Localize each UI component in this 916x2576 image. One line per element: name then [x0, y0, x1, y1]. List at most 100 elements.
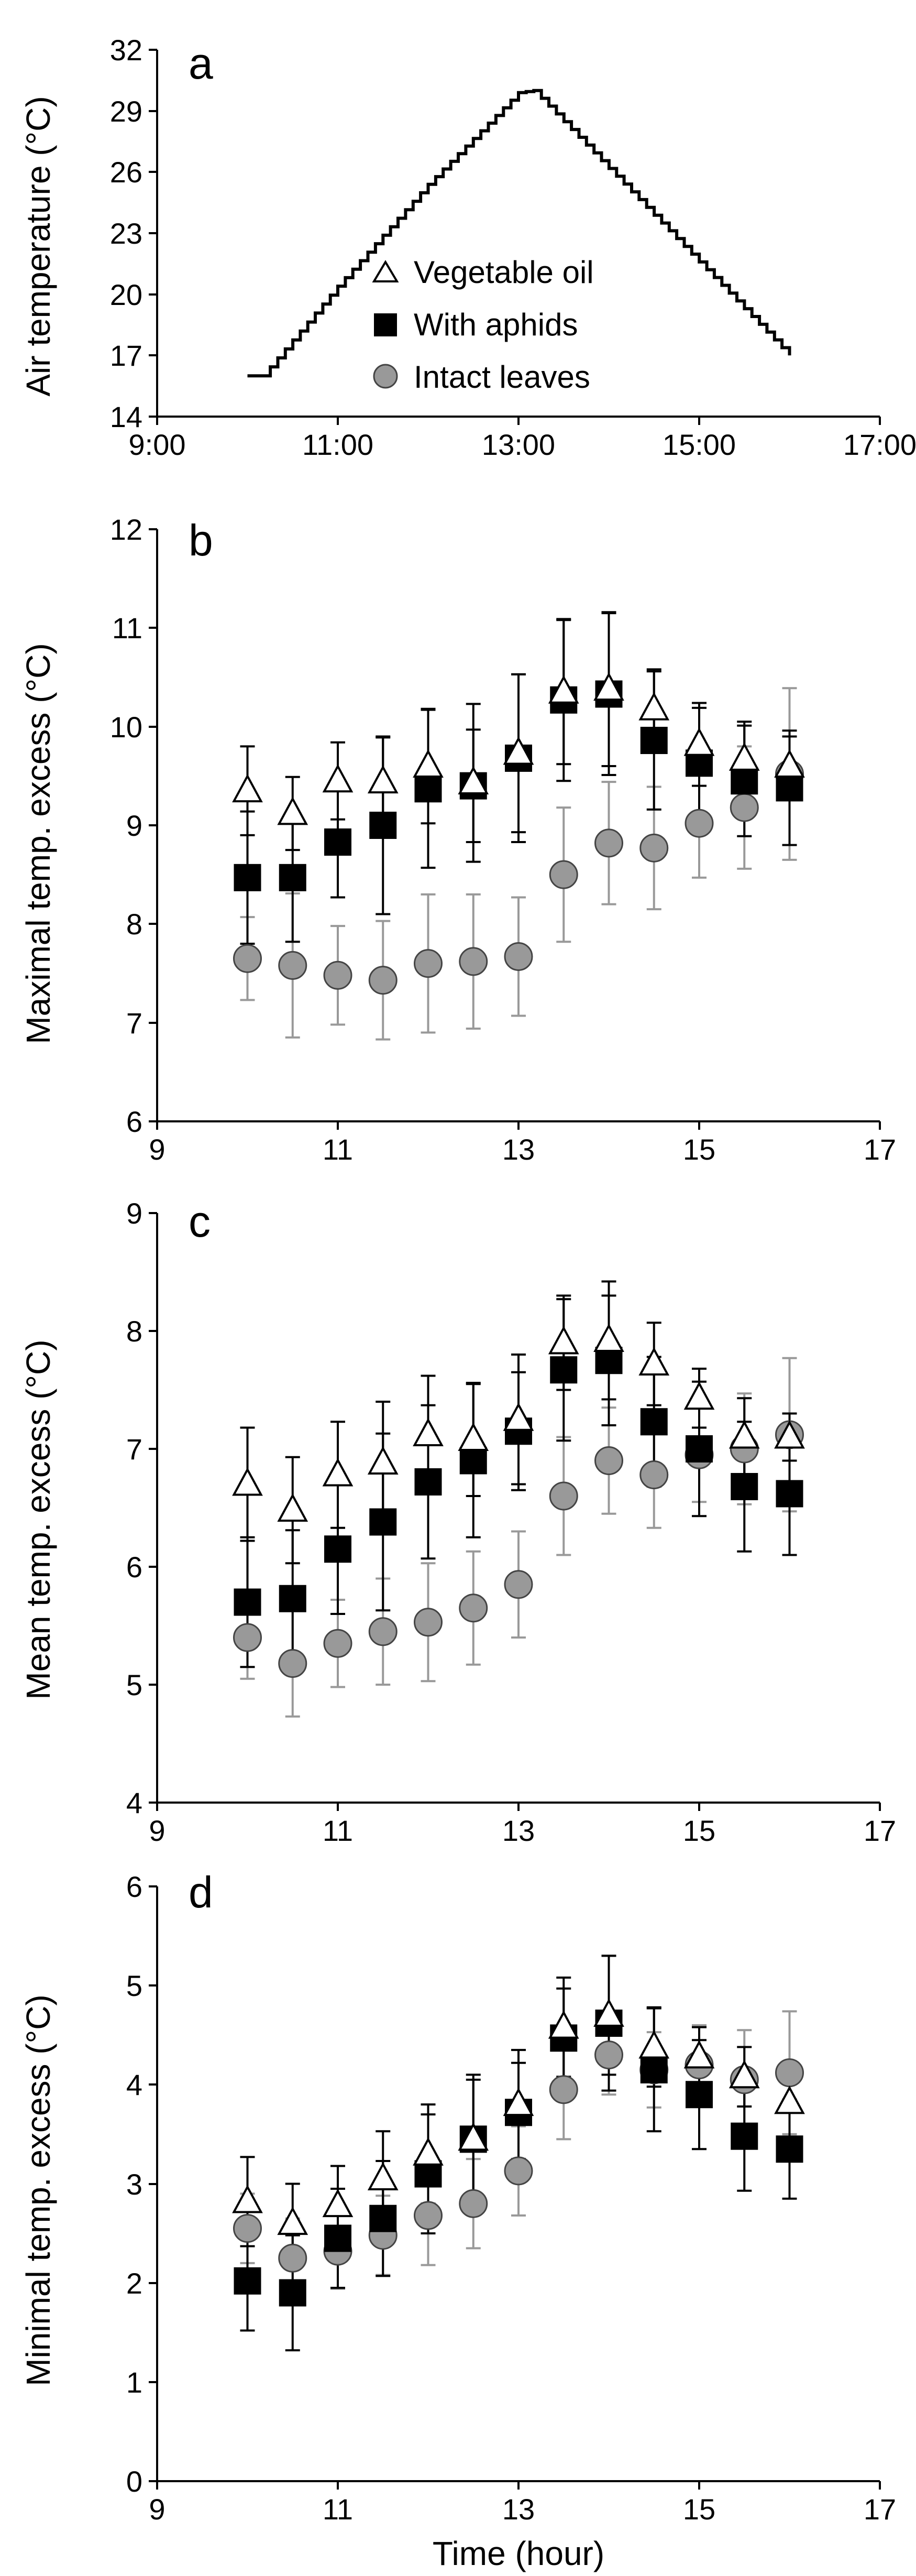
data-point-triangle [413, 2137, 444, 2166]
data-point-square [279, 2279, 306, 2307]
data-point-triangle [367, 765, 399, 794]
panel-b-data-points [232, 611, 805, 1041]
data-point-triangle [729, 742, 760, 771]
data-point-circle [549, 1481, 578, 1511]
data-point-triangle [232, 773, 263, 803]
panel-b-x-tick-label: 17 [864, 1133, 896, 1166]
panel-a-y-tick-label: 17 [110, 339, 142, 372]
data-point-square [776, 774, 803, 802]
panel-a-letter: a [189, 39, 213, 88]
panel-b-y-tick-label: 6 [126, 1105, 142, 1138]
panel-a-y-tick-label: 29 [110, 95, 142, 128]
panel-b-y-tick-label: 10 [110, 711, 142, 744]
legend-label: Intact leaves [414, 359, 590, 395]
panel-a-x-tick-label: 9:00 [129, 428, 186, 461]
data-point-triangle [729, 1420, 760, 1449]
panel-a: a Air temperature (°C) 14 17 20 23 26 29… [19, 34, 916, 461]
legend-label: With aphids [414, 307, 578, 342]
data-point-triangle [638, 1347, 670, 1376]
panel-a-y-ticks: 14 17 20 23 26 29 32 [110, 34, 157, 433]
panel-a-y-tick-label: 23 [110, 217, 142, 250]
panel-a-y-tick-label: 26 [110, 156, 142, 189]
data-point-triangle [458, 2122, 489, 2151]
data-point-circle [685, 809, 714, 838]
data-point-triangle [774, 749, 805, 778]
panel-c-x-tick-label: 13 [502, 1814, 535, 1847]
data-point-square [776, 1480, 803, 1508]
data-point-square [640, 1408, 668, 1436]
panel-c-letter: c [189, 1197, 211, 1246]
panel-c-y-tick-label: 8 [126, 1315, 142, 1348]
data-point-triangle [232, 2185, 263, 2213]
data-point-triangle [322, 2188, 354, 2218]
panel-d-y-tick-label: 3 [126, 2168, 142, 2201]
panel-c-x-tick-label: 11 [323, 1814, 353, 1847]
panel-c-y-ticks: 4 5 6 7 8 9 [126, 1197, 157, 1819]
data-point-triangle [548, 675, 579, 704]
panel-a-x-ticks: 9:00 11:00 13:00 15:00 17:00 [129, 417, 916, 461]
data-point-triangle [277, 796, 308, 825]
panel-d: d Minimal temp. excess (°C) 0 1 2 3 4 5 … [19, 1868, 896, 2572]
data-point-circle [459, 2189, 488, 2218]
data-point-triangle [593, 672, 624, 701]
data-point-circle [459, 1593, 488, 1623]
panel-d-y-tick-label: 1 [126, 2366, 142, 2399]
data-point-circle [278, 951, 307, 980]
legend-circle-marker [373, 364, 398, 389]
panel-c-x-tick-label: 17 [864, 1814, 896, 1847]
data-point-square [234, 864, 261, 891]
data-point-circle [323, 1629, 352, 1658]
data-point-triangle [683, 727, 715, 756]
data-point-square [414, 775, 442, 803]
data-point-triangle [729, 2060, 760, 2089]
panel-d-letter: d [189, 1868, 213, 1917]
data-point-square [234, 2267, 261, 2295]
data-point-circle [368, 1617, 398, 1646]
data-point-circle [278, 2243, 307, 2273]
data-point-triangle [593, 1998, 624, 2027]
data-point-square [640, 2056, 668, 2083]
data-point-triangle [277, 1493, 308, 1522]
legend-label: Vegetable oil [414, 255, 594, 290]
panel-b-letter: b [189, 516, 213, 565]
panel-d-x-axis-label: Time (hour) [433, 2535, 604, 2572]
data-point-circle [414, 1608, 443, 1637]
air-temperature-line [247, 89, 791, 378]
data-point-circle [233, 944, 262, 973]
data-point-circle [549, 860, 578, 889]
data-point-triangle [458, 766, 489, 795]
data-point-square [324, 2224, 351, 2252]
panel-c-x-tick-label: 9 [149, 1814, 165, 1847]
panel-b: b Maximal temp. excess (°C) 6 7 8 9 10 1… [19, 513, 896, 1166]
data-point-circle [414, 949, 443, 978]
panel-a-x-tick-label: 11:00 [302, 428, 373, 461]
data-point-square [324, 828, 351, 856]
panel-a-x-tick-label: 13:00 [482, 428, 555, 461]
data-point-square [459, 1447, 487, 1475]
data-point-circle [549, 2075, 578, 2104]
data-point-square [279, 1585, 306, 1612]
panel-a-x-tick-label: 15:00 [663, 428, 736, 461]
data-point-circle [504, 1570, 533, 1599]
data-point-triangle [367, 1446, 399, 1475]
data-point-triangle [683, 1381, 715, 1410]
data-point-square [550, 1356, 578, 1384]
legend-triangle-marker [372, 260, 399, 282]
data-point-circle [504, 2156, 533, 2186]
data-point-triangle [638, 2030, 670, 2059]
panel-d-y-axis-label: Minimal temp. excess (°C) [19, 1994, 57, 2386]
data-point-triangle [774, 1420, 805, 1449]
data-point-triangle [322, 1458, 354, 1487]
data-point-square [731, 2122, 758, 2150]
panel-a-x-tick-label: 17:00 [843, 428, 916, 461]
panel-b-y-ticks: 6 7 8 9 10 11 12 [110, 513, 157, 1138]
panel-d-x-tick-label: 17 [864, 2493, 896, 2526]
data-point-square [369, 1508, 397, 1536]
panel-b-y-axis-label: Maximal temp. excess (°C) [19, 643, 57, 1044]
panel-a-y-axis-label: Air temperature (°C) [19, 96, 57, 396]
panel-d-y-tick-label: 4 [126, 2068, 142, 2101]
data-point-square [731, 1473, 758, 1500]
panel-b-x-tick-label: 9 [149, 1133, 165, 1166]
panel-c-y-tick-label: 9 [126, 1197, 142, 1230]
